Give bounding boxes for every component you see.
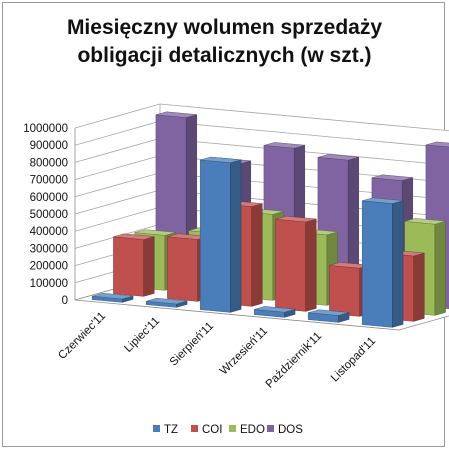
bar-coi-1-top [113, 233, 155, 240]
y-tick-label: 500000 [30, 209, 68, 221]
y-tick-label: 1000000 [23, 123, 68, 135]
y-tick-label: 600000 [30, 192, 68, 204]
chart-title: Miesięczny wolumen sprzedaży obligacji d… [0, 14, 449, 70]
bar-coi-1-front [113, 236, 144, 297]
y-tick-label: 400000 [30, 226, 68, 238]
bar-dos-6-top [425, 141, 449, 148]
y-tick-label: 300000 [30, 243, 68, 255]
y-tick-label: 200000 [30, 261, 68, 273]
bar-edo-1-top [134, 229, 176, 236]
bar-coi-2-front [167, 236, 198, 302]
bar-tz-3-front [199, 159, 231, 313]
bar-coi-4-top [275, 215, 317, 223]
y-tick-label: 900000 [30, 140, 68, 152]
legend-swatch-coi [191, 425, 198, 432]
x-category-label: Sierpień'11 [168, 320, 216, 368]
bar-tz-4-top [254, 306, 296, 313]
bar-coi-3-side [251, 203, 263, 307]
bar-tz-3-top [200, 156, 242, 164]
bar-coi-4-front [275, 218, 306, 312]
bar-tz-2-top [146, 297, 188, 305]
y-tick-label: 100000 [30, 278, 68, 290]
x-category-label: Listopad'11 [329, 335, 378, 384]
bar-tz-5-top [308, 309, 350, 316]
bar-edo-6-top [404, 218, 446, 225]
bar-coi-1-side [143, 236, 155, 297]
y-tick-label: 800000 [30, 157, 68, 169]
legend-label-tz: TZ [164, 424, 178, 436]
x-category-label: Lipiec'11 [122, 315, 162, 355]
bar-tz-6-top [362, 197, 404, 204]
bar-tz-1-top [92, 292, 134, 300]
bar-edo-6-side [434, 220, 446, 316]
bar-tz-6-front [362, 200, 393, 328]
chart-title-line-1: Miesięczny wolumen sprzedaży [66, 16, 383, 39]
bar-coi-4-side [305, 218, 317, 312]
y-tick-label: 0 [62, 295, 68, 307]
legend-label-edo: EDO [240, 424, 265, 436]
x-category-label: Czerwiec'11 [56, 310, 108, 362]
bar-dos-3-top [263, 142, 305, 149]
chart-title-line-2: obligacji detalicznych (w szt.) [77, 44, 372, 67]
x-category-label: Wrzesień'11 [218, 325, 270, 377]
bar-dos-5-top [371, 174, 413, 181]
bar-tz-6-side [392, 200, 404, 328]
y-tick-label: 700000 [30, 175, 68, 187]
legend-label-dos: DOS [278, 424, 303, 436]
legend-swatch-dos [267, 425, 274, 432]
x-category-label: Październik'11 [264, 330, 325, 391]
bar-dos-1-top [155, 111, 197, 118]
legend-label-coi: COI [202, 424, 222, 436]
bar-tz-3-side [230, 159, 242, 313]
legend-swatch-edo [229, 425, 236, 432]
bar-coi-6-side [413, 252, 425, 322]
bar-dos-4-top [317, 154, 359, 161]
bar-coi-5-front [329, 265, 360, 317]
legend-swatch-tz [153, 425, 160, 432]
